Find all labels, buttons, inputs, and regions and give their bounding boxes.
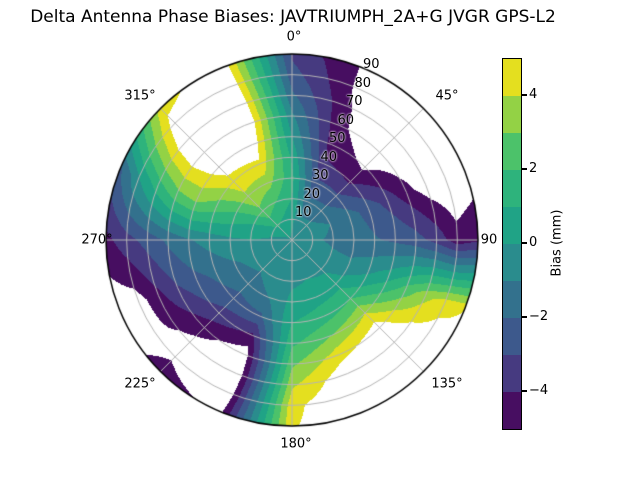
r-tick-label-50: 50 [328, 131, 346, 147]
colorbar-band-9 [503, 392, 521, 429]
colorbar-tick-label--2: −2 [529, 309, 549, 324]
theta-label-45: 45° [435, 88, 459, 104]
theta-label-270: 270° [81, 232, 113, 248]
colorbar [502, 58, 522, 430]
theta-label-90: 90 [480, 232, 498, 248]
colorbar-band-8 [503, 355, 521, 392]
r-tick-label-90: 90 [362, 57, 380, 73]
colorbar-tick-mark [521, 168, 527, 170]
theta-label-225: 225° [124, 376, 156, 392]
colorbar-band-3 [503, 170, 521, 207]
colorbar-band-1 [503, 96, 521, 133]
colorbar-tick-label-2: 2 [529, 161, 538, 176]
r-tick-label-70: 70 [345, 94, 363, 110]
colorbar-tick-label-4: 4 [529, 87, 538, 102]
r-tick-label-20: 20 [303, 186, 321, 202]
colorbar-band-5 [503, 244, 521, 281]
colorbar-tick-mark [521, 242, 527, 244]
colorbar-band-6 [503, 281, 521, 318]
r-tick-label-10: 10 [294, 205, 312, 220]
r-tick-label-60: 60 [337, 112, 354, 128]
colorbar-band-0 [503, 59, 521, 96]
theta-label-315: 315° [124, 88, 156, 104]
colorbar-tick-label-0: 0 [529, 235, 538, 250]
theta-label-0: 0° [286, 29, 302, 45]
r-tick-label-30: 30 [311, 168, 329, 183]
chart-title: Delta Antenna Phase Biases: JAVTRIUMPH_2… [30, 7, 556, 27]
theta-label-135: 135° [431, 376, 463, 392]
colorbar-tick-mark [521, 316, 527, 318]
colorbar-band-7 [503, 318, 521, 355]
colorbar-tick-mark [521, 390, 527, 392]
r-tick-label-40: 40 [320, 149, 338, 165]
theta-label-180: 180° [280, 436, 312, 452]
colorbar-band-4 [503, 207, 521, 244]
colorbar-axis-label: Bias (mm) [549, 209, 565, 277]
colorbar-tick-label--4: −4 [529, 383, 549, 398]
colorbar-tick-mark [521, 94, 527, 96]
r-tick-label-80: 80 [354, 75, 371, 91]
colorbar-band-2 [503, 133, 521, 170]
